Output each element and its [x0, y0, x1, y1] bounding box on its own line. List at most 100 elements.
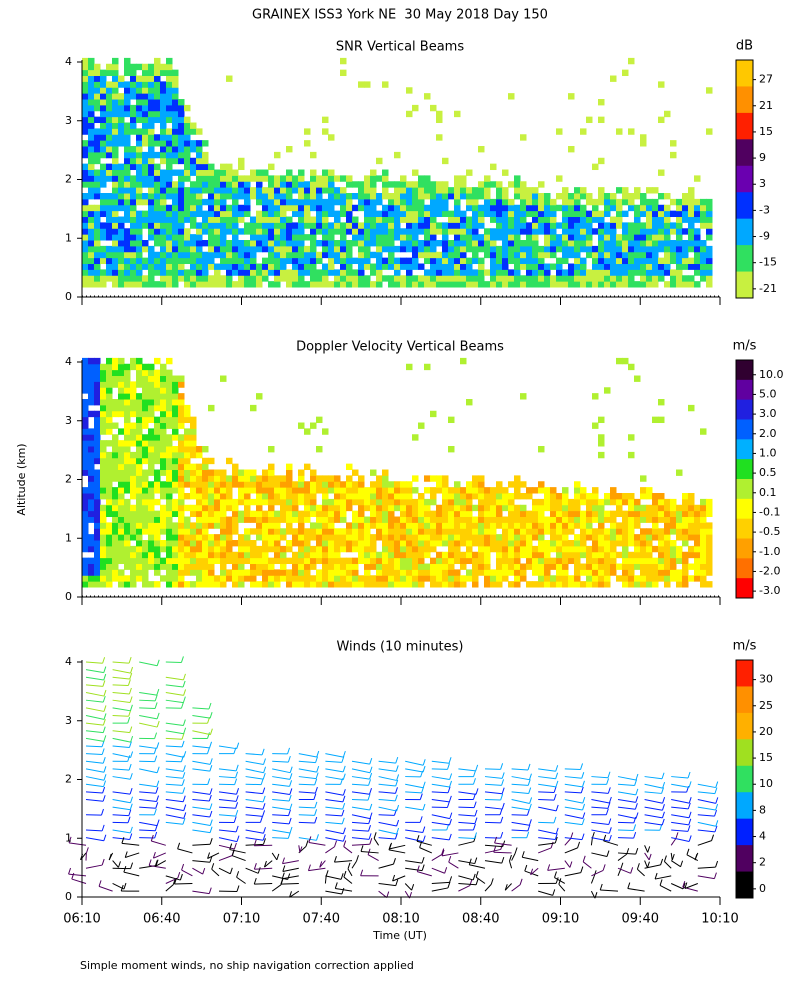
- wind-barb: [378, 890, 388, 898]
- field-cell: [118, 275, 125, 282]
- field-cell: [346, 540, 353, 547]
- field-cell: [280, 257, 287, 265]
- field-cell: [634, 504, 641, 512]
- field-cell: [358, 575, 365, 582]
- field-cell: [310, 493, 317, 500]
- field-cell: [508, 275, 515, 282]
- field-cell: [514, 269, 521, 276]
- colorbar-label: 2.0: [759, 427, 777, 440]
- field-cell: [220, 475, 227, 482]
- field-cell: [538, 545, 545, 553]
- field-cell: [100, 245, 107, 253]
- field-cell: [424, 498, 431, 506]
- wind-barb-flag: [127, 816, 131, 823]
- field-cell: [382, 540, 389, 547]
- field-cell: [670, 504, 677, 512]
- field-cell: [130, 451, 137, 459]
- field-cell: [118, 575, 125, 582]
- field-cell: [112, 357, 119, 365]
- field-cell: [154, 387, 161, 394]
- field-cell: [160, 128, 167, 135]
- field-cell: [658, 516, 665, 523]
- field-cell: [106, 269, 113, 276]
- field-cell: [706, 534, 713, 541]
- field-cell: [202, 275, 209, 282]
- field-cell: [82, 69, 89, 77]
- field-cell: [544, 193, 551, 200]
- field-cell: [574, 193, 581, 200]
- field-cell: [166, 234, 173, 241]
- field-cell: [520, 510, 527, 518]
- field-cell: [466, 204, 473, 212]
- field-cell: [346, 563, 353, 570]
- wind-barb-flag: [129, 803, 133, 810]
- field-cell: [250, 510, 257, 518]
- y-tick-label: 2: [65, 473, 72, 486]
- field-cell: [286, 222, 293, 229]
- field-cell: [286, 545, 293, 553]
- field-cell: [82, 375, 89, 382]
- field-cell: [220, 510, 227, 518]
- field-cell: [220, 469, 227, 476]
- wind-barb: [504, 883, 512, 891]
- field-cell: [346, 498, 353, 506]
- wind-barb: [165, 884, 174, 892]
- field-cell: [676, 210, 683, 218]
- field-cell: [148, 187, 155, 194]
- field-cell: [670, 210, 677, 218]
- field-cell: [244, 222, 251, 229]
- wind-barb-flag: [501, 787, 505, 794]
- field-cell: [640, 134, 647, 141]
- field-cell: [154, 181, 161, 188]
- field-cell: [316, 446, 323, 453]
- field-cell: [256, 281, 263, 288]
- field-cell: [148, 487, 155, 494]
- field-cell: [496, 187, 503, 194]
- field-cell: [286, 487, 293, 494]
- field-cell: [496, 269, 503, 276]
- field-cell: [148, 245, 155, 253]
- field-cell: [100, 175, 107, 182]
- field-cell: [448, 416, 455, 424]
- field-cell: [100, 99, 107, 106]
- field-cell: [604, 528, 611, 535]
- wind-barb: [139, 783, 157, 788]
- field-cell: [658, 245, 665, 253]
- field-cell: [568, 269, 575, 276]
- field-cell: [130, 399, 137, 406]
- field-cell: [196, 575, 203, 582]
- field-cell: [706, 545, 713, 553]
- field-cell: [544, 228, 551, 235]
- field-cell: [550, 210, 557, 218]
- field-cell: [424, 245, 431, 253]
- field-cell: [202, 198, 209, 206]
- field-cell: [496, 487, 503, 494]
- field-cell: [562, 228, 569, 235]
- field-cell: [106, 428, 113, 435]
- field-cell: [592, 551, 599, 559]
- field-cell: [412, 240, 419, 247]
- field-cell: [142, 446, 149, 453]
- field-cell: [94, 128, 101, 135]
- wind-barb-flag: [305, 840, 309, 847]
- field-cell: [154, 428, 161, 435]
- field-cell: [682, 251, 689, 259]
- field-cell: [196, 251, 203, 259]
- field-cell: [676, 228, 683, 235]
- wind-barb: [68, 842, 87, 846]
- field-cell: [256, 269, 263, 276]
- field-cell: [142, 416, 149, 424]
- wind-barb: [85, 722, 104, 726]
- field-cell: [232, 563, 239, 570]
- field-cell: [316, 504, 323, 512]
- field-cell: [658, 257, 665, 265]
- field-cell: [328, 504, 335, 512]
- field-cell: [208, 522, 215, 529]
- field-cell: [322, 504, 329, 512]
- field-cell: [454, 510, 461, 518]
- field-cell: [664, 498, 671, 506]
- field-cell: [136, 146, 143, 153]
- wind-barb: [511, 829, 528, 832]
- field-cell: [124, 69, 131, 77]
- field-cell: [424, 487, 431, 494]
